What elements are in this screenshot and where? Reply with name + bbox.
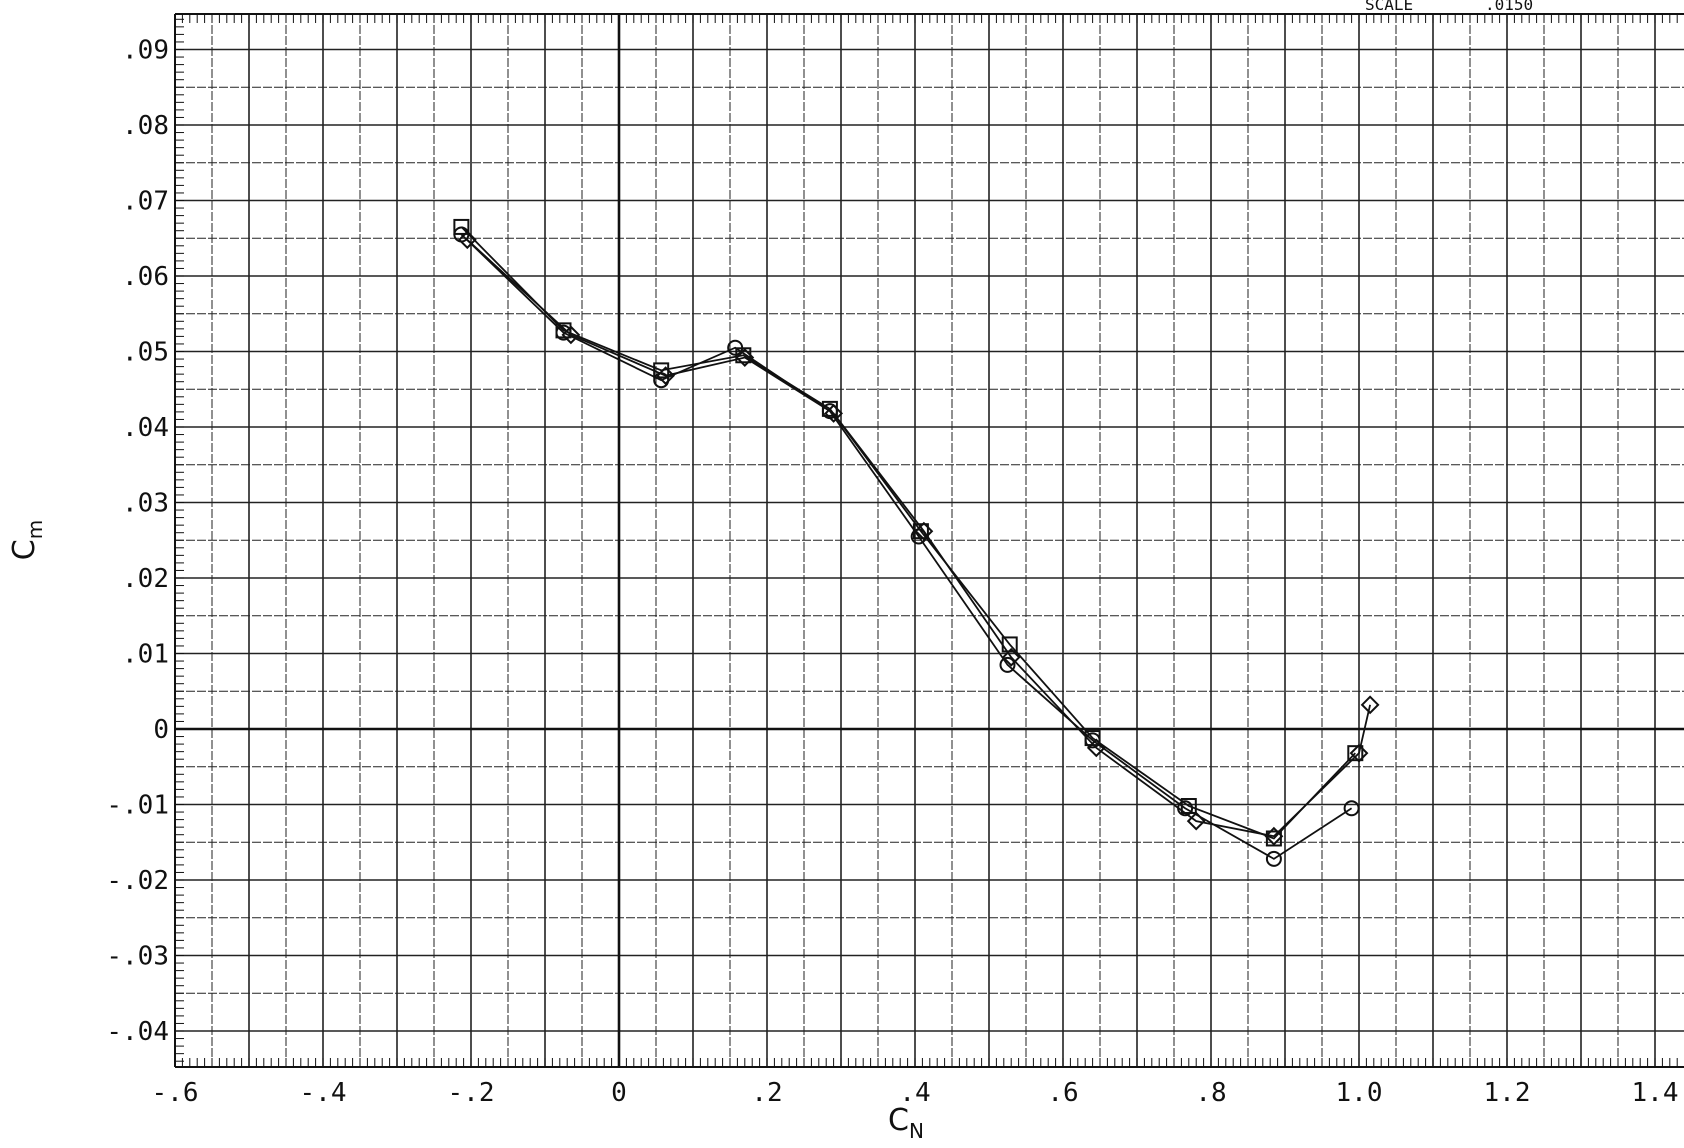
y-tick-label: .07: [122, 187, 169, 217]
data-point-diamond: [1186, 811, 1206, 831]
data-series: [453, 218, 1380, 867]
y-axis-title-main: C: [7, 539, 42, 560]
y-tick-label: .09: [122, 36, 169, 66]
data-point-diamond: [457, 230, 477, 250]
data-point-square: [453, 218, 470, 235]
x-tick-label: -.4: [300, 1078, 347, 1108]
data-point-diamond: [824, 403, 844, 423]
data-point-circle: [1343, 800, 1360, 817]
x-tick-label: 0: [611, 1078, 627, 1108]
data-point-diamond: [914, 521, 934, 541]
x-tick-label: .2: [751, 1078, 782, 1108]
data-point-diamond: [1086, 738, 1106, 758]
data-point-diamond: [656, 366, 676, 386]
y-tick-label: .05: [122, 338, 169, 368]
series-diamond: [457, 230, 1380, 846]
x-tick-label: 1.0: [1336, 1078, 1383, 1108]
y-tick-label: .08: [122, 111, 169, 141]
y-tick-label: .02: [122, 564, 169, 594]
data-point-square: [1347, 745, 1364, 762]
x-axis-title: CN: [888, 1103, 924, 1143]
y-tick-label: .01: [122, 640, 169, 670]
series-line-square: [460, 226, 1356, 840]
x-tick-label: .8: [1195, 1078, 1226, 1108]
x-tick-label: .6: [1047, 1078, 1078, 1108]
series-line-diamond: [466, 239, 1371, 838]
y-tick-label: .04: [122, 413, 169, 443]
scale-label: SCALE: [1365, 0, 1413, 14]
y-tick-label: .06: [122, 262, 169, 292]
series-square: [453, 218, 1364, 847]
y-tick-label: 0: [153, 715, 169, 745]
data-point-square: [555, 322, 572, 339]
data-point-circle: [999, 656, 1016, 673]
data-point-diamond: [1360, 695, 1380, 715]
data-point-diamond: [561, 325, 581, 345]
data-point-diamond: [1264, 826, 1284, 846]
x-axis-title-sub: N: [909, 1119, 924, 1143]
data-point-diamond: [735, 348, 755, 367]
x-tick-label: -.2: [448, 1078, 495, 1108]
x-axis-title-main: C: [888, 1103, 909, 1138]
data-point-diamond: [1349, 743, 1369, 763]
y-tick-label: -.03: [106, 942, 169, 972]
x-tick-label: .4: [899, 1078, 930, 1108]
y-axis-title-sub: m: [23, 520, 47, 539]
y-tick-label: -.01: [106, 791, 169, 821]
tick-labels: -.6 -.4 -.2 0 .2 .4 .6 .8 1.0 1.2 1.4 .09 .08 .07 .06.…: [106, 36, 1678, 1109]
data-point-square: [1180, 798, 1197, 815]
axes: [174, 13, 1684, 1068]
scale-value: .0150: [1485, 0, 1533, 14]
x-tick-label: 1.4: [1632, 1078, 1679, 1108]
x-tick-label: -.6: [152, 1078, 199, 1108]
y-tick-label: -.04: [106, 1017, 169, 1047]
data-point-diamond: [1001, 647, 1021, 667]
data-point-circle: [1265, 850, 1282, 867]
y-tick-label: .03: [122, 489, 169, 519]
data-point-square: [912, 523, 929, 540]
x-tick-label: 1.2: [1484, 1078, 1531, 1108]
y-axis-title: Cm: [7, 520, 47, 560]
y-tick-label: -.02: [106, 866, 169, 896]
